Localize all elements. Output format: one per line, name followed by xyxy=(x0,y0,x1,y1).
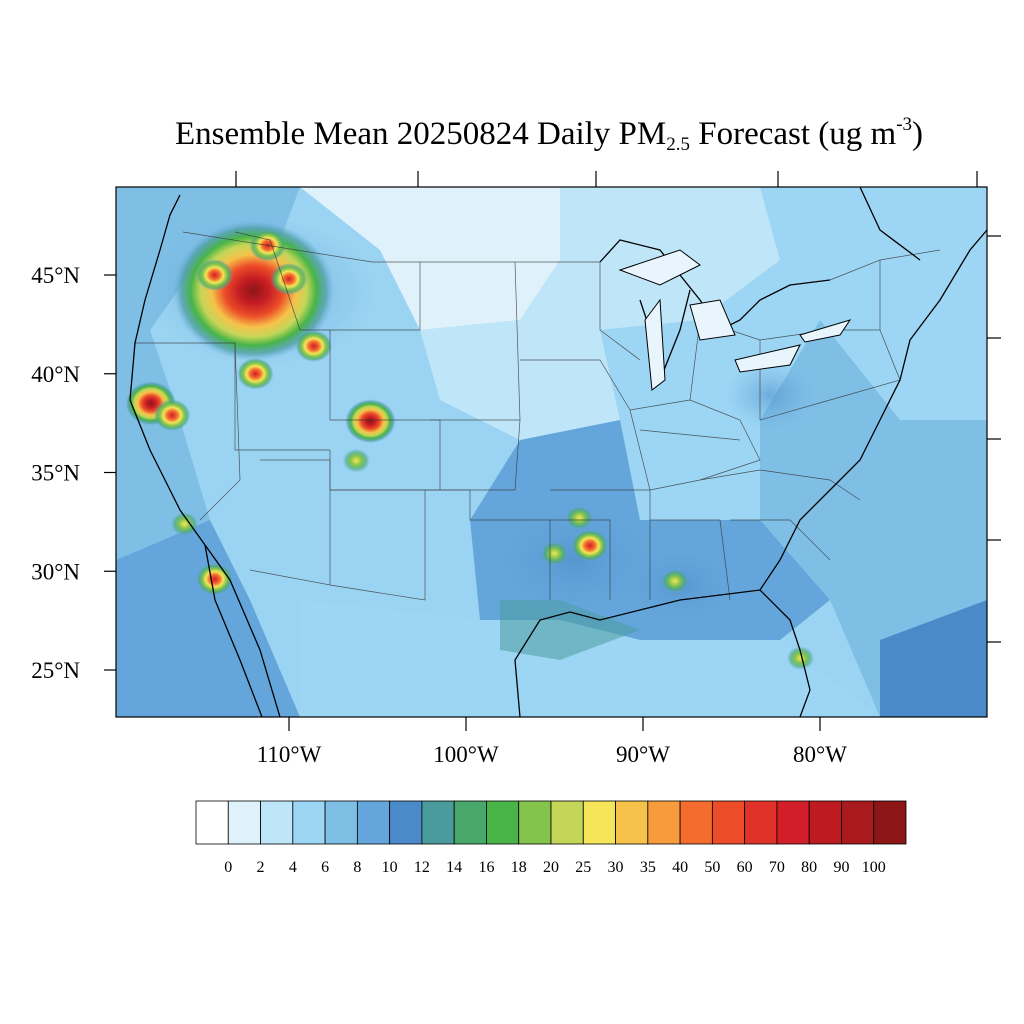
latitude-label: 25°N xyxy=(31,658,80,683)
latitude-label: 40°N xyxy=(31,362,80,387)
pm25-hotspot xyxy=(170,511,199,536)
colorbar-swatch xyxy=(808,800,842,845)
lakes xyxy=(618,249,852,391)
latitude-labels: 45°N 40°N 35°N 30°N 25°N xyxy=(31,263,80,683)
pm25-hotspot xyxy=(153,399,191,432)
colorbar-swatch xyxy=(744,800,778,845)
colorbar-label: 10 xyxy=(382,859,398,876)
colorbar-label: 80 xyxy=(801,859,817,876)
colorbar-label: 6 xyxy=(321,859,329,876)
colorbar-swatch xyxy=(453,800,487,845)
colorbar-swatch xyxy=(227,800,261,845)
colorbar-swatch xyxy=(679,800,713,845)
axis-ticks xyxy=(104,171,1001,731)
longitude-labels: 110°W 100°W 90°W 80°W xyxy=(257,742,848,767)
latitude-label: 35°N xyxy=(31,461,80,486)
pm25-hotspot xyxy=(540,541,569,566)
pm25-hotspot xyxy=(345,399,396,444)
colorbar-swatch xyxy=(421,800,455,845)
colorbar-label: 20 xyxy=(543,859,559,876)
map-title: Ensemble Mean 20250824 Daily PM2.5 Forec… xyxy=(174,114,924,155)
longitude-label: 80°W xyxy=(793,742,847,767)
pm25-hotspot xyxy=(661,569,689,594)
colorbar-label: 12 xyxy=(414,859,430,876)
colorbar-label: 4 xyxy=(289,859,297,876)
colorbar-label: 35 xyxy=(640,859,656,876)
colorbar-label: 2 xyxy=(257,859,265,876)
colorbar-swatch xyxy=(582,800,616,845)
colorbar-swatch xyxy=(550,800,584,845)
colorbar-swatch xyxy=(615,800,649,845)
pm25-hotspot xyxy=(565,505,594,530)
state-boundaries xyxy=(135,231,941,601)
longitude-label: 100°W xyxy=(433,742,499,767)
colorbar-label: 90 xyxy=(833,859,849,876)
map-frame xyxy=(115,186,988,718)
colorbar-swatch xyxy=(841,800,875,845)
colorbar-swatch xyxy=(356,800,391,845)
colorbar-swatch xyxy=(292,800,326,845)
colorbar-label: 100 xyxy=(862,859,886,876)
colorbar-label: 16 xyxy=(478,859,494,876)
colorbar-swatch xyxy=(776,800,810,845)
latitude-label: 45°N xyxy=(31,263,80,288)
pm25-hotspot xyxy=(786,646,815,671)
longitude-label: 110°W xyxy=(257,742,322,767)
colorbar-swatch xyxy=(711,800,746,845)
hotspot-layer xyxy=(125,220,815,671)
colorbar-label: 0 xyxy=(224,859,232,876)
longitude-label: 90°W xyxy=(616,742,670,767)
latitude-label: 30°N xyxy=(31,559,80,584)
colorbar-label: 60 xyxy=(737,859,753,876)
concentration-field xyxy=(116,187,987,717)
colorbar-label: 70 xyxy=(769,859,785,876)
colorbar-label: 8 xyxy=(353,859,361,876)
pm25-hotspot xyxy=(173,220,335,361)
pm25-hotspot xyxy=(295,330,333,363)
colorbar-label: 50 xyxy=(704,859,720,876)
colorbar: 0 2 4 6 8 10 12 14 16 18 20 25 30 35 40 50 60 70 80 90 100 xyxy=(195,800,907,876)
colorbar-swatch xyxy=(324,800,358,845)
map-area xyxy=(116,187,987,717)
colorbar-swatch xyxy=(647,800,681,845)
coastline xyxy=(129,187,987,717)
colorbar-label: 14 xyxy=(446,859,462,876)
colorbar-swatch xyxy=(486,800,520,845)
pm25-hotspot xyxy=(236,357,274,390)
colorbar-swatch xyxy=(195,800,229,845)
colorbar-label: 18 xyxy=(511,859,527,876)
colorbar-label: 30 xyxy=(608,859,624,876)
pm25-hotspot xyxy=(342,448,371,473)
colorbar-swatch xyxy=(518,800,552,845)
pm25-hotspot xyxy=(196,563,234,596)
pm25-hotspot xyxy=(571,529,609,562)
colorbar-label: 40 xyxy=(672,859,688,876)
colorbar-swatch xyxy=(389,800,423,845)
pm25-hotspot xyxy=(270,262,308,295)
colorbar-swatch xyxy=(873,800,907,845)
colorbar-label: 25 xyxy=(575,859,591,876)
colorbar-swatch xyxy=(260,800,294,845)
pm25-hotspot xyxy=(196,259,234,291)
